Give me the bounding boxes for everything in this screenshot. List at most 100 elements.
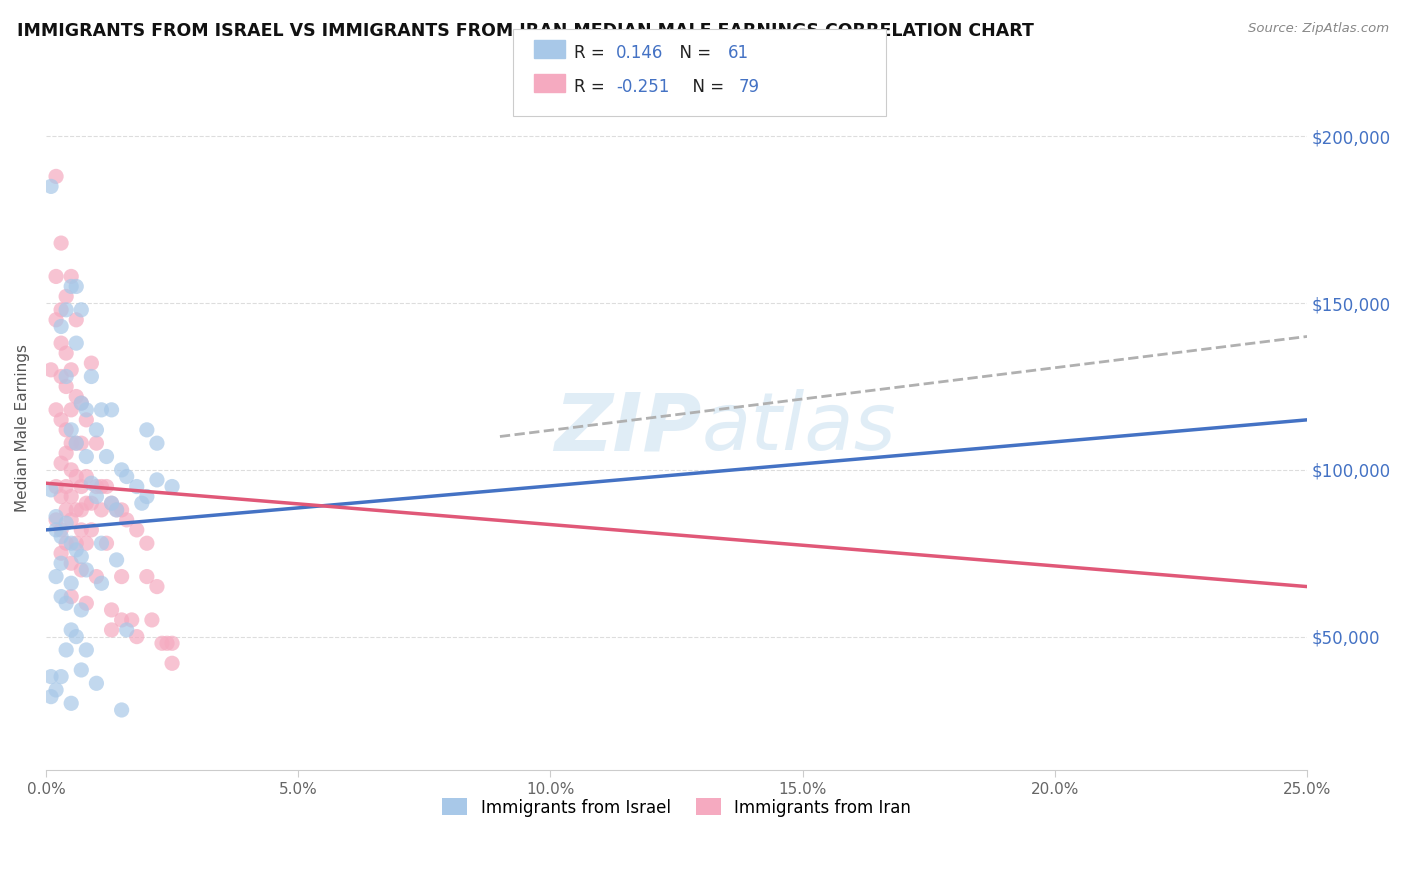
Text: atlas: atlas [702,389,897,467]
Point [45,569,67,583]
Text: -0.251: -0.251 [616,78,669,95]
Point [65,536,87,550]
Point [65,313,87,327]
Point [60,536,83,550]
Point [39,483,62,497]
Point [65,390,87,404]
Point [60,513,83,527]
Point [45,683,67,698]
Point [105,503,128,517]
Point [55,643,77,657]
Point [60,623,83,637]
Point [100,623,122,637]
Point [80,476,103,491]
Point [60,402,83,417]
Point [49,236,72,251]
Point [55,302,77,317]
Point [65,542,87,557]
Point [100,496,122,510]
Point [80,523,103,537]
Point [125,523,148,537]
Text: ZIP: ZIP [554,389,702,467]
Point [75,563,97,577]
Point [70,436,93,450]
Point [135,490,157,504]
Point [49,302,72,317]
Point [86,569,108,583]
Point [45,509,67,524]
Point [49,490,72,504]
Point [39,690,62,704]
Point [55,346,77,360]
Point [49,319,72,334]
Point [135,536,157,550]
Point [96,479,118,493]
Point [49,456,72,470]
Point [65,630,87,644]
Point [125,479,148,493]
Text: Source: ZipAtlas.com: Source: ZipAtlas.com [1249,22,1389,36]
Point [141,613,163,627]
Point [55,516,77,531]
Point [60,269,83,284]
Point [121,613,143,627]
Point [115,513,138,527]
Point [65,279,87,293]
Point [70,603,93,617]
Point [90,576,112,591]
Point [90,536,112,550]
Point [49,590,72,604]
Point [45,402,67,417]
Point [45,169,67,184]
Point [70,523,93,537]
Point [80,496,103,510]
Point [60,490,83,504]
Text: N =: N = [669,44,717,62]
Point [49,530,72,544]
Point [105,553,128,567]
Point [60,279,83,293]
Point [75,596,97,610]
Point [70,479,93,493]
Point [146,436,169,450]
Point [146,473,169,487]
Point [70,549,93,564]
Point [55,596,77,610]
Point [55,446,77,460]
Point [55,379,77,393]
Point [160,636,183,650]
Point [49,670,72,684]
Point [55,503,77,517]
Point [70,302,93,317]
Point [86,423,108,437]
Text: N =: N = [682,78,730,95]
Point [65,436,87,450]
Point [45,269,67,284]
Point [100,402,122,417]
Point [90,479,112,493]
Point [55,536,77,550]
Point [60,556,83,570]
Point [49,556,72,570]
Point [86,676,108,690]
Point [100,603,122,617]
Point [90,402,112,417]
Point [65,436,87,450]
Y-axis label: Median Male Earnings: Median Male Earnings [15,344,30,512]
Point [65,503,87,517]
Point [39,670,62,684]
Point [60,463,83,477]
Point [111,463,134,477]
Point [60,423,83,437]
Point [75,450,97,464]
Point [125,630,148,644]
Point [75,536,97,550]
Point [75,413,97,427]
Point [156,636,179,650]
Point [111,613,134,627]
Point [55,369,77,384]
Point [49,413,72,427]
Point [49,369,72,384]
Point [146,580,169,594]
Point [39,179,62,194]
